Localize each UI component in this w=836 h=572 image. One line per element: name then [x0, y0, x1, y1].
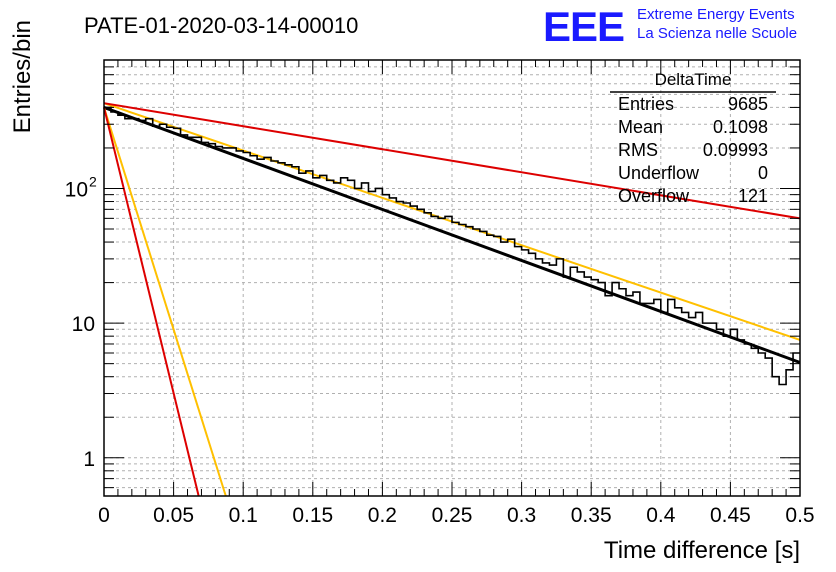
x-tick-label: 0: [98, 504, 110, 527]
y-axis-label: Entries/bin: [9, 20, 36, 133]
stats-value: 0.09993: [703, 140, 768, 160]
y-tick-label: 10: [72, 313, 95, 336]
x-tick-label: 0.35: [571, 504, 612, 527]
grid: [104, 59, 800, 496]
stats-value: 0.1098: [713, 117, 768, 137]
x-tick-label: 0.15: [292, 504, 333, 527]
fit-curve: [103, 107, 200, 497]
fit-curve: [103, 102, 801, 220]
stats-label: Entries: [618, 94, 674, 114]
y-tick-label: 1: [83, 448, 95, 471]
eee-logo-line1: Extreme Energy Events: [637, 6, 795, 23]
y-tick-label: 10: [65, 178, 88, 201]
stats-label: Overflow: [618, 186, 690, 206]
histogram-outline: [104, 106, 800, 386]
y-tick-exponent: 2: [89, 173, 97, 189]
stats-rows: Entries 9685 Mean 0.1098 RMS 0.09993Underflow…: [618, 94, 768, 206]
x-axis-label: Time difference [s]: [604, 537, 800, 564]
x-tick-label: 0.4: [646, 504, 676, 527]
stats-label: Underflow: [618, 163, 700, 183]
stats-value: 0: [758, 163, 768, 183]
x-tick-label: 0.25: [432, 504, 473, 527]
stats-box: DeltaTime Entries 9685 Mean 0.1098 RMS 0.0999…: [610, 70, 776, 206]
tick-labels: 0 0.05 0.1 0.15 0.2 0.25 0.3 0.35 0.4 0.45 0.5 1 10 1…: [65, 173, 815, 527]
x-tick-label: 0.1: [229, 504, 258, 527]
histogram: [104, 106, 800, 386]
eee-logo: EEE: [543, 3, 624, 50]
x-tick-label: 0.2: [368, 504, 397, 527]
stats-value: 121: [738, 186, 768, 206]
eee-logo-line2: La Scienza nelle Scuole: [637, 25, 797, 42]
x-tick-label: 0.45: [710, 504, 751, 527]
axis-ticks: [103, 59, 801, 496]
stats-title: DeltaTime: [655, 70, 732, 89]
stats-value: 9685: [728, 94, 768, 114]
stats-label: Mean: [618, 117, 663, 137]
fit-curve: [103, 106, 801, 364]
stats-label: RMS: [618, 140, 658, 160]
x-tick-label: 0.5: [785, 504, 814, 527]
fit-curve: [103, 107, 227, 497]
x-tick-label: 0.3: [507, 504, 536, 527]
chart-title: PATE-01-2020-03-14-00010: [84, 13, 358, 38]
x-tick-label: 0.05: [153, 504, 194, 527]
